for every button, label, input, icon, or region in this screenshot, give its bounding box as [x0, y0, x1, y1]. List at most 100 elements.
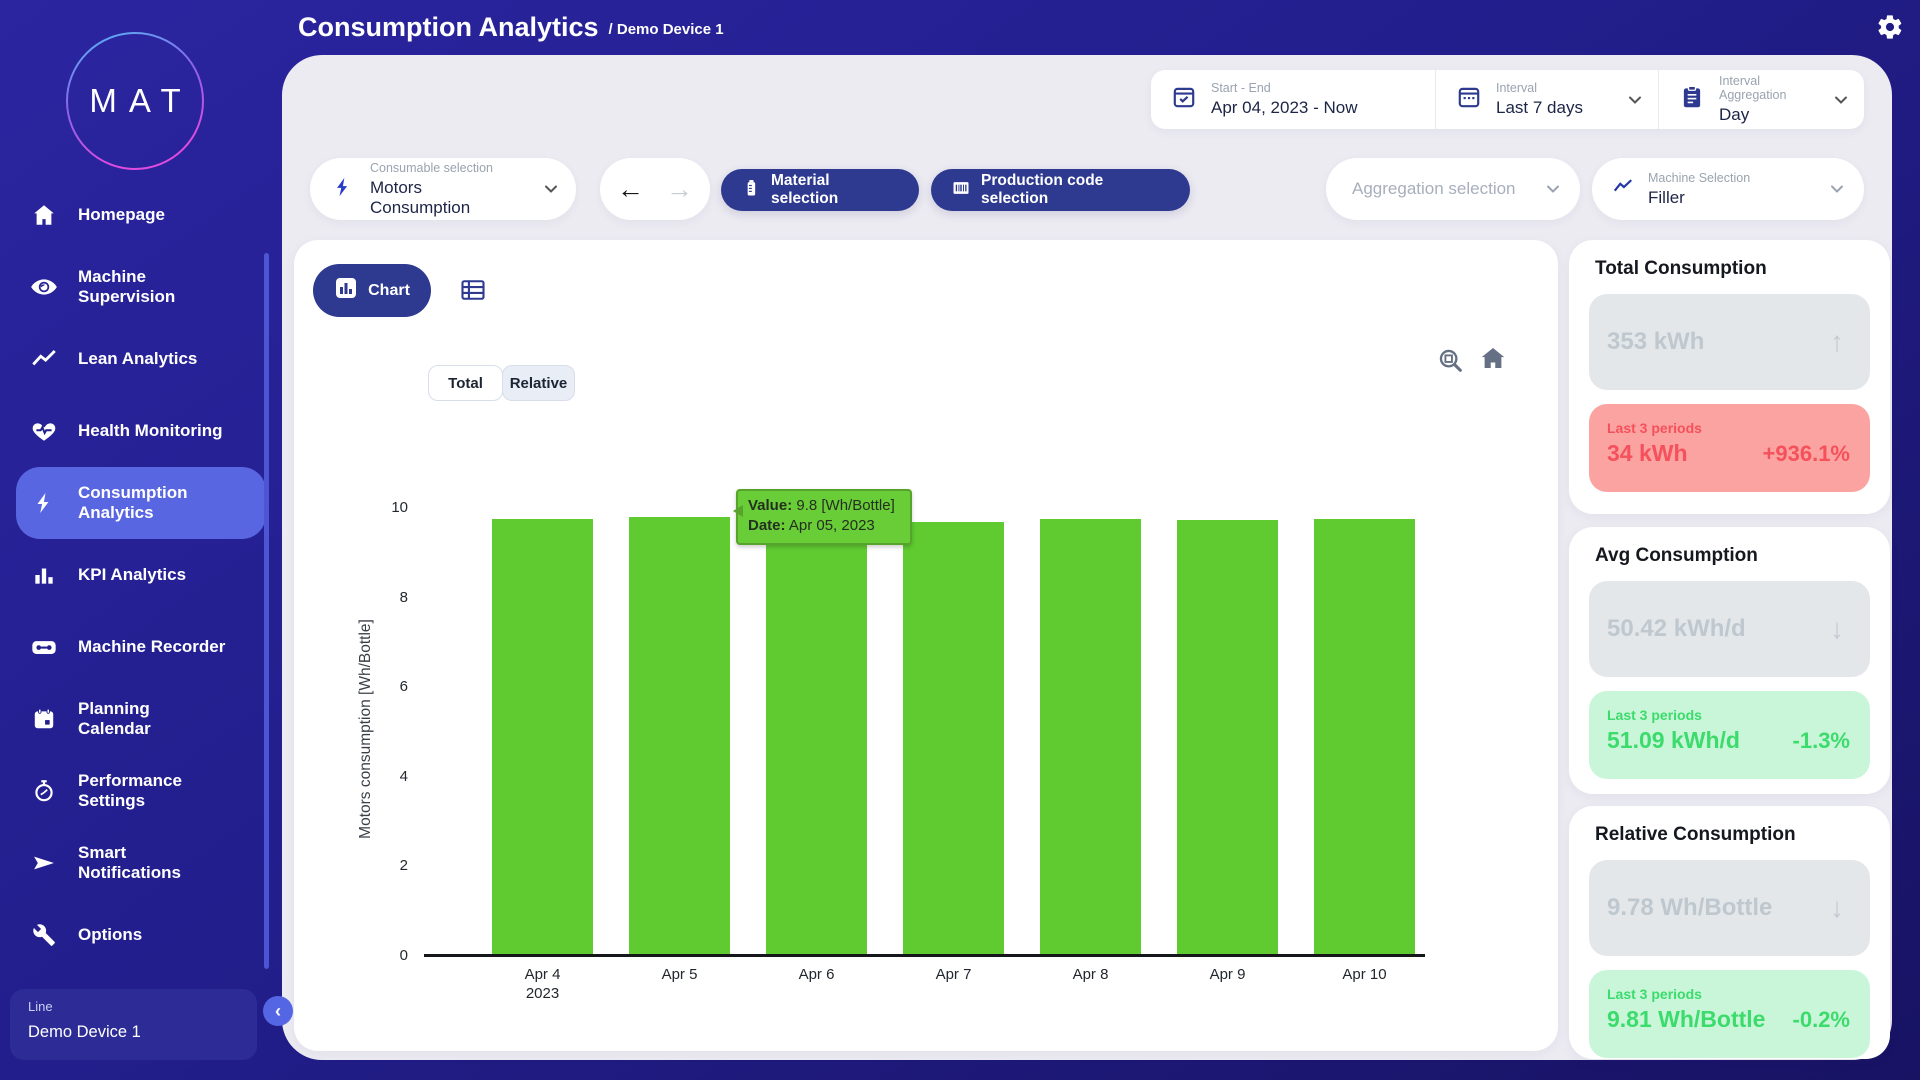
- sidebar-collapse-button[interactable]: ‹: [263, 996, 293, 1026]
- sidebar-item-options[interactable]: Options: [16, 899, 266, 971]
- machine-selection-dropdown[interactable]: Machine Selection Filler: [1592, 158, 1864, 220]
- stat-main-box: 9.78 Wh/Bottle ↓: [1589, 860, 1870, 956]
- stat-title: Avg Consumption: [1595, 545, 1758, 566]
- y-tick-label: 0: [399, 947, 408, 964]
- sidebar-scrollbar[interactable]: [264, 253, 269, 969]
- avg-consumption-card: Avg Consumption 50.42 kWh/d ↓ Last 3 per…: [1569, 527, 1890, 794]
- plot-area: [424, 508, 1425, 956]
- y-tick-label: 6: [399, 678, 408, 696]
- sidebar-item-kpi-analytics[interactable]: KPI Analytics: [16, 539, 266, 611]
- main-panel: Start - End Apr 04, 2023 - Now Interval …: [282, 55, 1892, 1060]
- heart-pulse-icon: [30, 417, 58, 445]
- x-tick-label: Apr 8: [1072, 966, 1109, 983]
- back-arrow-button[interactable]: ←: [617, 173, 644, 204]
- tooltip-value-label: Value:: [748, 497, 793, 514]
- sidebar-item-planning-calendar[interactable]: Planning Calendar: [16, 683, 266, 755]
- stat-period-change: +936.1%: [1762, 441, 1850, 466]
- machine-selection-label: Machine Selection: [1648, 170, 1751, 185]
- sidebar-item-performance-settings[interactable]: Performance Settings: [16, 755, 266, 827]
- sidebar-item-smart-notifications[interactable]: Smart Notifications: [16, 827, 266, 899]
- bar[interactable]: [629, 516, 730, 956]
- toggle-relative-button[interactable]: Relative: [502, 365, 575, 401]
- interval-aggregation-value: Day: [1719, 105, 1750, 124]
- logo: MAT: [60, 26, 210, 176]
- stat-main-box: 353 kWh ↑: [1589, 294, 1870, 390]
- chevron-down-icon: [1626, 91, 1644, 109]
- trend-line-icon: [1612, 176, 1634, 203]
- production-code-selection-button[interactable]: Production code selection: [931, 169, 1190, 211]
- bar[interactable]: [492, 519, 593, 956]
- toggle-relative-label: Relative: [509, 374, 568, 392]
- sidebar-item-machine-recorder[interactable]: Machine Recorder: [16, 611, 266, 683]
- interval-aggregation-label: Interval Aggregation: [1719, 74, 1787, 102]
- calendar-check-icon: [1171, 84, 1197, 115]
- interval-filter[interactable]: Interval Last 7 days: [1435, 70, 1658, 129]
- chart-bars-icon: [334, 276, 358, 305]
- sidebar-item-lean-analytics[interactable]: Lean Analytics: [16, 323, 266, 395]
- stat-period-box: Last 3 periods 51.09 kWh/d -1.3%: [1589, 691, 1870, 779]
- bar-chart-icon: [30, 561, 58, 589]
- sidebar-nav: Homepage Machine Supervision Lean Analyt…: [0, 179, 282, 971]
- total-consumption-card: Total Consumption 353 kWh ↑ Last 3 perio…: [1569, 240, 1890, 514]
- sidebar-item-consumption-analytics[interactable]: Consumption Analytics: [16, 467, 266, 539]
- stat-period-label: Last 3 periods: [1607, 986, 1702, 1002]
- sidebar-item-homepage[interactable]: Homepage: [16, 179, 266, 251]
- x-tick-label: Apr 6: [798, 966, 835, 983]
- material-selection-label: Material selection: [771, 172, 839, 207]
- interval-aggregation-filter[interactable]: Interval Aggregation Day: [1658, 70, 1864, 129]
- reset-home-icon[interactable]: [1478, 343, 1508, 373]
- consumable-selection-dropdown[interactable]: Consumable selection Motors Consumption: [310, 158, 576, 220]
- start-end-filter[interactable]: Start - End Apr 04, 2023 - Now: [1151, 70, 1435, 129]
- device-card-value: Demo Device 1: [28, 1023, 141, 1041]
- sidebar-item-label: KPI Analytics: [78, 564, 187, 584]
- arrow-up-icon: ↑: [1830, 326, 1844, 357]
- bar[interactable]: [1314, 519, 1415, 956]
- tooltip-date-label: Date:: [748, 517, 786, 535]
- interval-value: Last 7 days: [1496, 98, 1583, 117]
- aggregation-selection-placeholder: Aggregation selection: [1352, 179, 1516, 198]
- table-view-icon[interactable]: [459, 276, 487, 304]
- chart-view-label: Chart: [368, 281, 410, 299]
- x-tick-year: 2023: [525, 984, 560, 1002]
- chart-view-button[interactable]: Chart: [313, 264, 431, 317]
- sidebar-item-label: Machine Supervision: [78, 266, 176, 306]
- sidebar-item-label: Machine Recorder: [78, 636, 226, 656]
- material-selection-button[interactable]: Material selection: [721, 169, 919, 211]
- zoom-selection-icon[interactable]: [1437, 347, 1465, 375]
- barcode-icon: [951, 178, 971, 203]
- stat-period-change: -0.2%: [1792, 1007, 1850, 1032]
- bar[interactable]: [1177, 520, 1278, 956]
- x-tick-label: Apr 7: [935, 966, 972, 983]
- history-nav: ← →: [600, 158, 710, 220]
- stat-main-value: 50.42 kWh/d: [1607, 615, 1746, 642]
- arrow-down-icon: ↓: [1830, 613, 1844, 644]
- bar[interactable]: [766, 517, 867, 956]
- bolt-icon: [30, 489, 58, 517]
- sidebar-item-label: Planning Calendar: [78, 698, 151, 738]
- stat-main-box: 50.42 kWh/d ↓: [1589, 581, 1870, 677]
- sidebar-item-machine-supervision[interactable]: Machine Supervision: [16, 251, 266, 323]
- sidebar-item-health-monitoring[interactable]: Health Monitoring: [16, 395, 266, 467]
- consumable-selection-label: Consumable selection: [370, 160, 493, 175]
- bar[interactable]: [903, 522, 1004, 956]
- interval-label: Interval: [1496, 81, 1537, 95]
- stat-title: Total Consumption: [1595, 258, 1767, 279]
- settings-gear-icon[interactable]: [1876, 13, 1904, 41]
- sidebar-item-label: Performance Settings: [78, 770, 182, 810]
- trend-line-icon: [30, 345, 58, 373]
- start-end-label: Start - End: [1211, 81, 1271, 95]
- chevron-down-icon: [1544, 180, 1562, 198]
- y-tick-label: 8: [399, 588, 408, 606]
- bar[interactable]: [1040, 518, 1141, 956]
- chevron-down-icon: [1832, 91, 1850, 109]
- tooltip-value-line: Value: 9.8 [Wh/Bottle]: [748, 496, 902, 516]
- stat-period-value: 9.81 Wh/Bottle: [1607, 1006, 1766, 1032]
- stat-period-value: 34 kWh: [1607, 440, 1688, 466]
- forward-arrow-button[interactable]: →: [666, 173, 693, 204]
- stat-period-change: -1.3%: [1792, 728, 1850, 753]
- aggregation-selection-dropdown[interactable]: Aggregation selection: [1326, 158, 1580, 220]
- stat-main-value: 353 kWh: [1607, 328, 1705, 355]
- toggle-total-button[interactable]: Total: [428, 365, 503, 401]
- sidebar: MAT Homepage Machine Supervision Lean An…: [0, 0, 293, 1080]
- chevron-down-icon: [1828, 180, 1846, 198]
